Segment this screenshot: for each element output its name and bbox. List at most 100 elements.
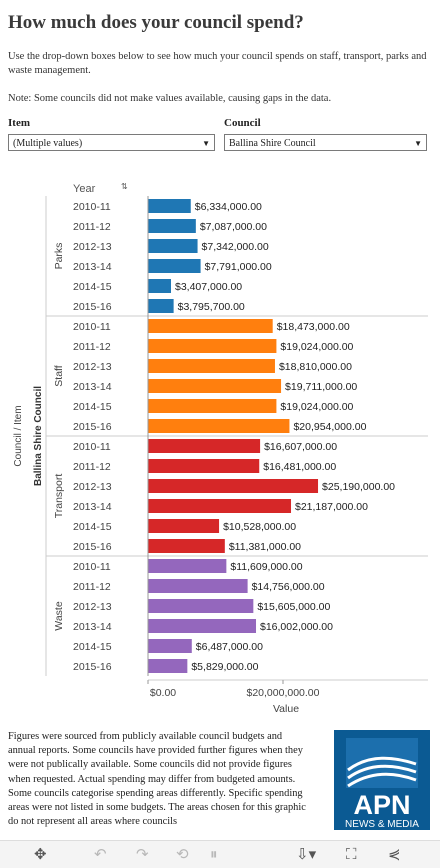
bar bbox=[148, 619, 257, 633]
apn-logo: APN NEWS & MEDIA bbox=[334, 730, 430, 830]
year-label: 2012-13 bbox=[73, 481, 112, 493]
year-label: 2011-12 bbox=[73, 581, 111, 593]
download-icon[interactable]: ⇩▾ bbox=[296, 845, 317, 863]
note-text: Note: Some councils did not make values … bbox=[8, 93, 332, 104]
value-label: $19,024,000.00 bbox=[280, 401, 353, 413]
year-label: 2015-16 bbox=[73, 301, 112, 313]
value-label: $11,609,000.00 bbox=[230, 561, 302, 573]
value-label: $11,381,000.00 bbox=[229, 541, 301, 553]
value-label: $25,190,000.00 bbox=[322, 481, 395, 493]
value-label: $16,481,000.00 bbox=[263, 461, 336, 473]
footnote-text: Figures were sourced from publicly avail… bbox=[8, 731, 306, 828]
year-label: 2014-15 bbox=[73, 641, 112, 653]
value-label: $7,342,000.00 bbox=[202, 241, 269, 253]
bar bbox=[148, 419, 290, 433]
year-label: 2012-13 bbox=[73, 361, 112, 373]
x-tick-label: $0.00 bbox=[150, 687, 176, 699]
bar bbox=[148, 539, 225, 553]
year-label: 2014-15 bbox=[73, 521, 112, 533]
bar bbox=[148, 399, 277, 413]
value-label: $16,002,000.00 bbox=[260, 621, 333, 633]
year-label: 2010-11 bbox=[73, 441, 111, 453]
bar bbox=[148, 579, 248, 593]
year-label: 2014-15 bbox=[73, 281, 112, 293]
bar bbox=[148, 339, 277, 353]
chevron-down-icon: ▼ bbox=[202, 139, 210, 148]
bar bbox=[148, 359, 275, 373]
value-label: $7,087,000.00 bbox=[200, 221, 267, 233]
year-label: 2015-16 bbox=[73, 541, 112, 553]
redo-icon[interactable]: ↷ bbox=[136, 845, 149, 863]
bar bbox=[148, 559, 227, 573]
bar bbox=[148, 599, 254, 613]
fullscreen-icon[interactable]: ⛶ bbox=[346, 845, 357, 863]
group-label-parks: Parks bbox=[53, 243, 65, 270]
council-filter-label: Council bbox=[224, 117, 261, 129]
bar bbox=[148, 299, 174, 313]
svg-text:NEWS & MEDIA: NEWS & MEDIA bbox=[345, 819, 419, 830]
value-label: $15,605,000.00 bbox=[257, 601, 330, 613]
value-label: $19,024,000.00 bbox=[280, 341, 353, 353]
item-filter-dropdown[interactable]: (Multiple values) ▼ bbox=[8, 134, 215, 151]
year-label: 2015-16 bbox=[73, 421, 112, 433]
value-label: $20,954,000.00 bbox=[293, 421, 366, 433]
council-filter-dropdown[interactable]: Ballina Shire Council ▼ bbox=[224, 134, 427, 151]
value-label: $3,407,000.00 bbox=[175, 281, 242, 293]
group-label-waste: Waste bbox=[53, 601, 65, 631]
value-label: $3,795,700.00 bbox=[178, 301, 245, 313]
x-tick-label: $20,000,000.00 bbox=[247, 687, 320, 699]
bar bbox=[148, 459, 260, 473]
year-label: 2015-16 bbox=[73, 661, 112, 673]
value-label: $14,756,000.00 bbox=[252, 581, 325, 593]
bar bbox=[148, 319, 273, 333]
value-label: $7,791,000.00 bbox=[205, 261, 272, 273]
year-label: 2013-14 bbox=[73, 261, 112, 273]
council-label: Ballina Shire Council bbox=[33, 386, 44, 486]
bar bbox=[148, 439, 261, 453]
year-label: 2010-11 bbox=[73, 561, 111, 573]
move-icon[interactable]: ✥ bbox=[34, 845, 47, 863]
item-filter-label: Item bbox=[8, 117, 30, 129]
bar bbox=[148, 379, 282, 393]
council-filter-value: Ballina Shire Council bbox=[229, 138, 316, 149]
value-label: $5,829,000.00 bbox=[191, 661, 258, 673]
outer-axis-label: Council / Item bbox=[13, 405, 24, 466]
year-label: 2012-13 bbox=[73, 601, 112, 613]
year-label: 2011-12 bbox=[73, 341, 111, 353]
bar bbox=[148, 199, 191, 213]
year-label: 2011-12 bbox=[73, 221, 111, 233]
spending-bar-chart: Year ⇅ Council / Item Ballina Shire Council… bbox=[13, 182, 428, 715]
bar bbox=[148, 279, 171, 293]
bar bbox=[148, 659, 188, 673]
value-label: $18,473,000.00 bbox=[277, 321, 350, 333]
year-label: 2012-13 bbox=[73, 241, 112, 253]
year-label: 2013-14 bbox=[73, 621, 112, 633]
value-label: $18,810,000.00 bbox=[279, 361, 352, 373]
year-label: 2014-15 bbox=[73, 401, 112, 413]
year-label: 2013-14 bbox=[73, 501, 112, 513]
value-label: $21,187,000.00 bbox=[295, 501, 368, 513]
sort-icon: ⇅ bbox=[121, 182, 128, 191]
page-title: How much does your council spend? bbox=[8, 12, 304, 33]
value-label: $19,711,000.00 bbox=[285, 381, 357, 393]
bar bbox=[148, 259, 201, 273]
x-axis-title: Value bbox=[273, 703, 299, 715]
bar bbox=[148, 519, 220, 533]
chevron-down-icon: ▼ bbox=[414, 139, 422, 148]
value-label: $16,607,000.00 bbox=[264, 441, 337, 453]
year-label: 2011-12 bbox=[73, 461, 111, 473]
viz-toolbar: ✥ ↶ ↷ ⟲ ⏸ ⇩▾ ⛶ ⋞ bbox=[0, 840, 440, 868]
revert-icon[interactable]: ⟲ bbox=[176, 845, 189, 863]
value-label: $10,528,000.00 bbox=[223, 521, 296, 533]
undo-icon[interactable]: ↶ bbox=[94, 845, 107, 863]
pause-icon[interactable]: ⏸ bbox=[210, 845, 218, 863]
value-label: $6,334,000.00 bbox=[195, 201, 262, 213]
value-label: $6,487,000.00 bbox=[196, 641, 263, 653]
intro-text: Use the drop-down boxes below to see how… bbox=[8, 51, 427, 76]
bar bbox=[148, 499, 292, 513]
year-label: 2013-14 bbox=[73, 381, 112, 393]
bar bbox=[148, 639, 192, 653]
bar bbox=[148, 219, 196, 233]
share-icon[interactable]: ⋞ bbox=[388, 845, 401, 863]
group-label-staff: Staff bbox=[53, 365, 65, 386]
